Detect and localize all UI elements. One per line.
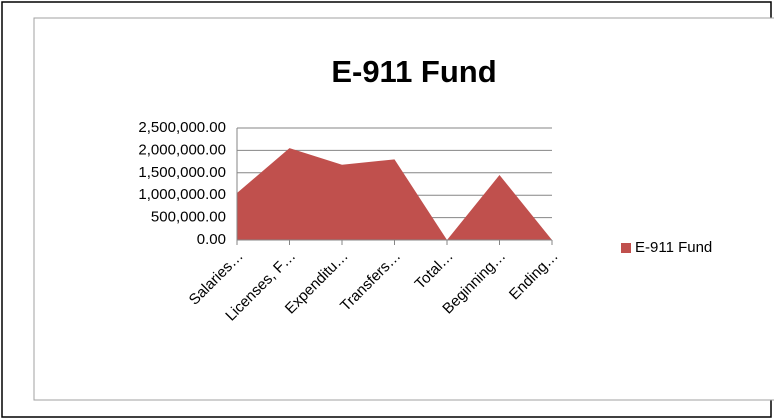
legend-label: E-911 Fund [635, 239, 712, 256]
y-tick-label: 1,000,000.00 [138, 186, 226, 203]
y-tick-label: 2,500,000.00 [138, 119, 226, 136]
legend-swatch [621, 243, 631, 253]
y-tick-label: 1,500,000.00 [138, 164, 226, 181]
area [237, 148, 552, 240]
y-tick-label: 500,000.00 [151, 209, 226, 226]
y-tick-label: 0.00 [197, 231, 226, 248]
chart-title: E-911 Fund [331, 54, 496, 89]
y-tick-label: 2,000,000.00 [138, 141, 226, 158]
